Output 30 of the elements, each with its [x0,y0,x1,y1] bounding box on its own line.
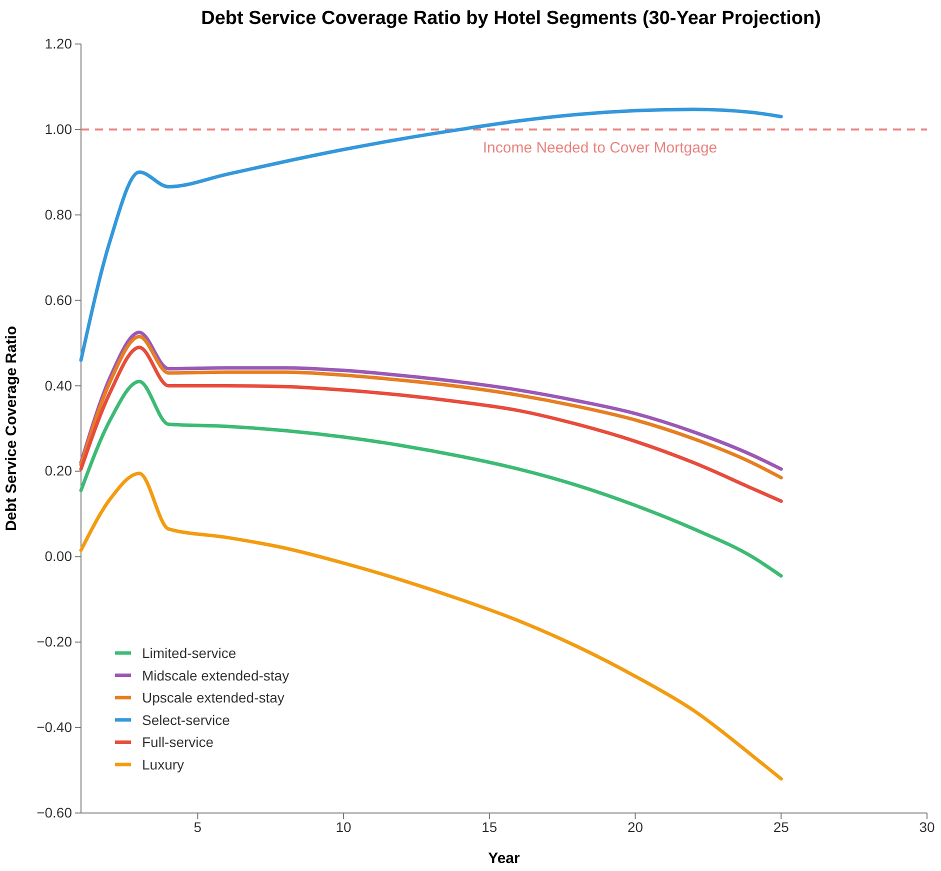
y-axis-title: Debt Service Coverage Ratio [3,326,20,532]
y-tick-label: −0.20 [36,634,72,650]
line-series [79,380,783,578]
legend-label: Limited-service [142,645,236,661]
x-tick-label: 25 [773,818,790,835]
chart-title: Debt Service Coverage Ratio by Hotel Segments (30-Year Projection) [201,8,821,29]
y-tick-label: 0.40 [44,377,72,394]
y-tick-label: 0.00 [44,548,72,564]
y-tick-label: 1.20 [44,35,72,52]
line-series [79,472,783,781]
legend-label: Select-service [142,712,230,728]
legend-label: Full-service [142,734,214,750]
legend-label: Midscale extended-stay [142,667,290,684]
legend-label: Upscale extended-stay [142,690,284,706]
y-tick-label: −0.40 [36,719,72,736]
x-tick-label: 15 [482,818,498,835]
x-tick-label: 10 [336,818,352,835]
y-tick-label: 0.20 [44,462,72,479]
y-tick-label: 1.00 [44,120,72,137]
y-tick-label: 0.60 [44,292,72,308]
y-tick-label: −0.60 [36,804,72,820]
legend-label: Luxury [142,756,184,772]
y-tick-label: 0.80 [44,206,72,222]
x-axis-title: Year [488,850,520,867]
x-tick-label: 5 [194,818,202,835]
x-tick-label: 30 [919,818,935,835]
x-tick-label: 20 [627,818,644,835]
ref-line-label: Income Needed to Cover Mortgage [482,139,718,156]
line-series [79,346,783,503]
line-series [79,108,783,362]
